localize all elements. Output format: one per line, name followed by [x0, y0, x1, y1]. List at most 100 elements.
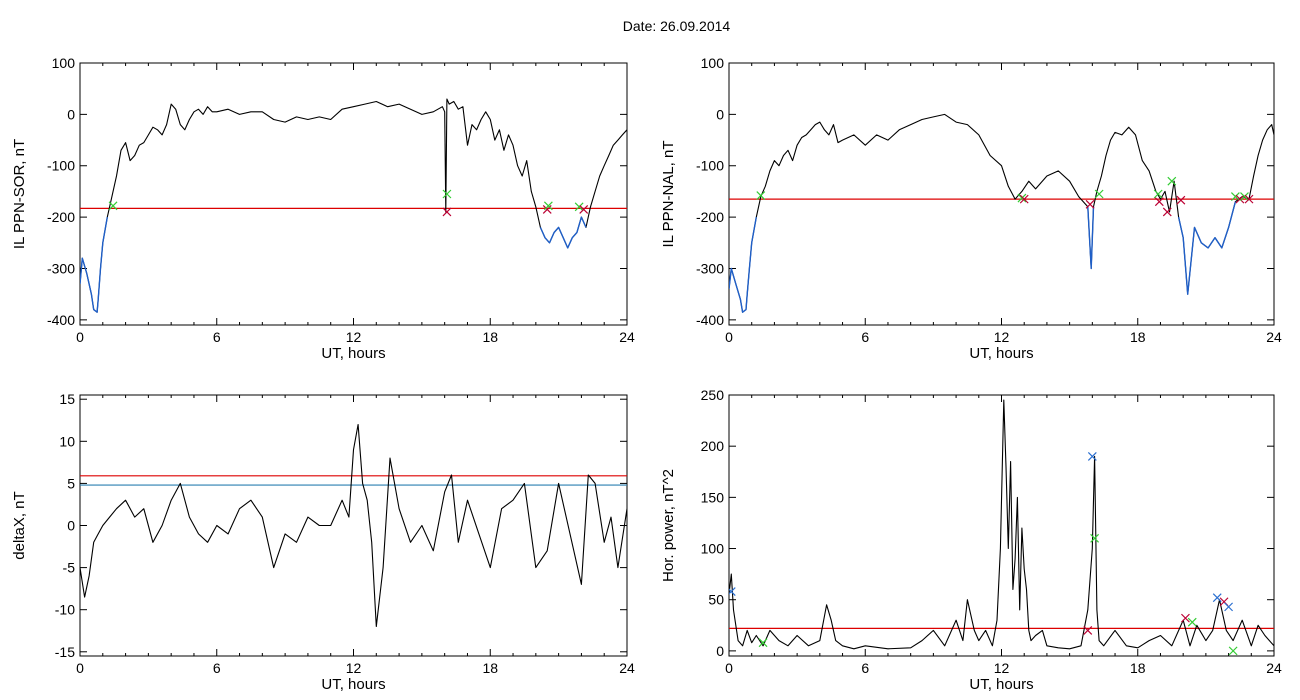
x-tick-label: 0	[76, 329, 84, 345]
event-marker	[543, 201, 553, 211]
event-marker	[1153, 189, 1163, 199]
event-marker	[1167, 176, 1177, 186]
y-tick-label: -200	[47, 209, 75, 225]
event-marker	[1154, 197, 1164, 207]
event-marker	[758, 638, 768, 648]
event-marker	[1187, 617, 1197, 627]
plot-frame	[728, 394, 1275, 657]
y-tick-label: 5	[67, 475, 75, 491]
event-marker	[1212, 593, 1222, 603]
y-tick-label: -5	[63, 560, 76, 576]
x-tick-label: 6	[213, 329, 221, 345]
x-axis-label: UT, hours	[969, 345, 1033, 362]
x-axis-label: UT, hours	[969, 676, 1033, 693]
x-tick-label: 18	[1130, 329, 1146, 345]
event-marker	[1085, 199, 1095, 209]
x-tick-label: 24	[1266, 329, 1282, 345]
event-marker	[1017, 193, 1027, 203]
y-tick-label: 100	[701, 541, 725, 557]
y-tick-label: 0	[716, 643, 724, 659]
event-marker	[1019, 194, 1029, 204]
event-marker	[1244, 194, 1254, 204]
y-tick-label: -100	[696, 158, 724, 174]
series-line-below-threshold	[729, 201, 1237, 313]
series-line-below-threshold	[80, 216, 587, 313]
x-tick-label: 12	[994, 660, 1010, 676]
y-axis-label: IL PPN-NAL, nT	[660, 141, 677, 248]
plot-frame	[79, 62, 628, 326]
chart-panel-sor: 0 6 12 18 24 -400 -300 -200 -100 0 100 UT, hours IL …	[11, 55, 635, 362]
x-tick-label: 0	[725, 660, 733, 676]
event-marker	[1240, 192, 1249, 201]
chart-panel-deltax: 0 6 12 18 24 -15 -10 -5 0 5 10 15 UT, hours deltaX, n…	[11, 391, 635, 693]
y-tick-label: 200	[701, 438, 725, 454]
plot-area	[80, 98, 627, 313]
event-marker	[1230, 192, 1240, 201]
y-tick-label: 0	[716, 106, 724, 122]
y-axis-label: deltaX, nT	[11, 491, 28, 559]
y-axis-label: IL PPN-SOR, nT	[11, 139, 28, 249]
event-marker	[1094, 189, 1104, 199]
event-marker	[1090, 533, 1100, 543]
series-line	[80, 423, 627, 628]
event-marker	[756, 191, 766, 200]
event-marker	[1162, 207, 1172, 217]
x-tick-label: 24	[1266, 660, 1282, 676]
x-axis-label: UT, hours	[321, 345, 385, 362]
y-tick-label: 150	[701, 489, 725, 505]
x-tick-label: 12	[994, 329, 1010, 345]
event-marker	[574, 202, 584, 212]
y-tick-label: 100	[701, 55, 725, 71]
x-axis-label: UT, hours	[321, 676, 385, 693]
series-line	[729, 399, 1274, 650]
event-marker	[108, 201, 118, 211]
x-tick-label: 24	[619, 660, 635, 676]
page-title: Date: 26.09.2014	[622, 18, 731, 34]
series-line	[80, 98, 627, 313]
plot-area	[729, 113, 1274, 313]
y-tick-label: 50	[708, 592, 724, 608]
event-marker	[1224, 602, 1234, 612]
y-tick-label: -200	[696, 209, 724, 225]
x-tick-label: 18	[482, 660, 498, 676]
event-marker	[442, 207, 452, 217]
y-tick-label: 0	[67, 106, 75, 122]
event-marker	[1087, 451, 1097, 461]
chart-panel-power: 0 6 12 18 24 0 50 100 150 200 250 UT, hours Hor. pow…	[660, 387, 1282, 693]
x-tick-label: 18	[482, 329, 498, 345]
y-tick-label: 15	[59, 391, 75, 407]
y-tick-label: 10	[59, 433, 75, 449]
x-tick-label: 6	[861, 329, 869, 345]
y-tick-label: -10	[55, 602, 75, 618]
series-line	[729, 113, 1274, 313]
y-tick-label: -400	[47, 312, 75, 328]
y-tick-label: -400	[696, 312, 724, 328]
x-tick-label: 12	[346, 329, 362, 345]
y-tick-label: -300	[47, 260, 75, 276]
y-tick-label: -15	[55, 644, 75, 660]
event-marker	[1228, 646, 1238, 656]
plot-frame	[728, 62, 1275, 326]
y-tick-label: -100	[47, 158, 75, 174]
x-tick-label: 6	[213, 660, 221, 676]
event-marker	[1176, 195, 1186, 205]
event-marker	[729, 587, 736, 596]
chart-panel-nal: 0 6 12 18 24 -400 -300 -200 -100 0 100 UT, hours IL …	[660, 55, 1282, 362]
x-tick-label: 12	[346, 660, 362, 676]
x-tick-label: 6	[861, 660, 869, 676]
x-tick-label: 0	[76, 660, 84, 676]
plot-area	[80, 423, 627, 628]
y-axis-label: Hor. power, nT^2	[660, 469, 677, 582]
x-tick-label: 18	[1130, 660, 1146, 676]
event-marker	[1181, 613, 1190, 623]
x-tick-label: 24	[619, 329, 635, 345]
event-marker	[579, 204, 589, 214]
y-tick-label: -300	[696, 260, 724, 276]
event-marker	[1083, 625, 1093, 635]
y-tick-label: 100	[52, 55, 76, 71]
plot-area	[729, 399, 1274, 656]
event-marker	[1235, 194, 1245, 204]
event-marker	[442, 189, 452, 199]
x-tick-label: 0	[725, 329, 733, 345]
